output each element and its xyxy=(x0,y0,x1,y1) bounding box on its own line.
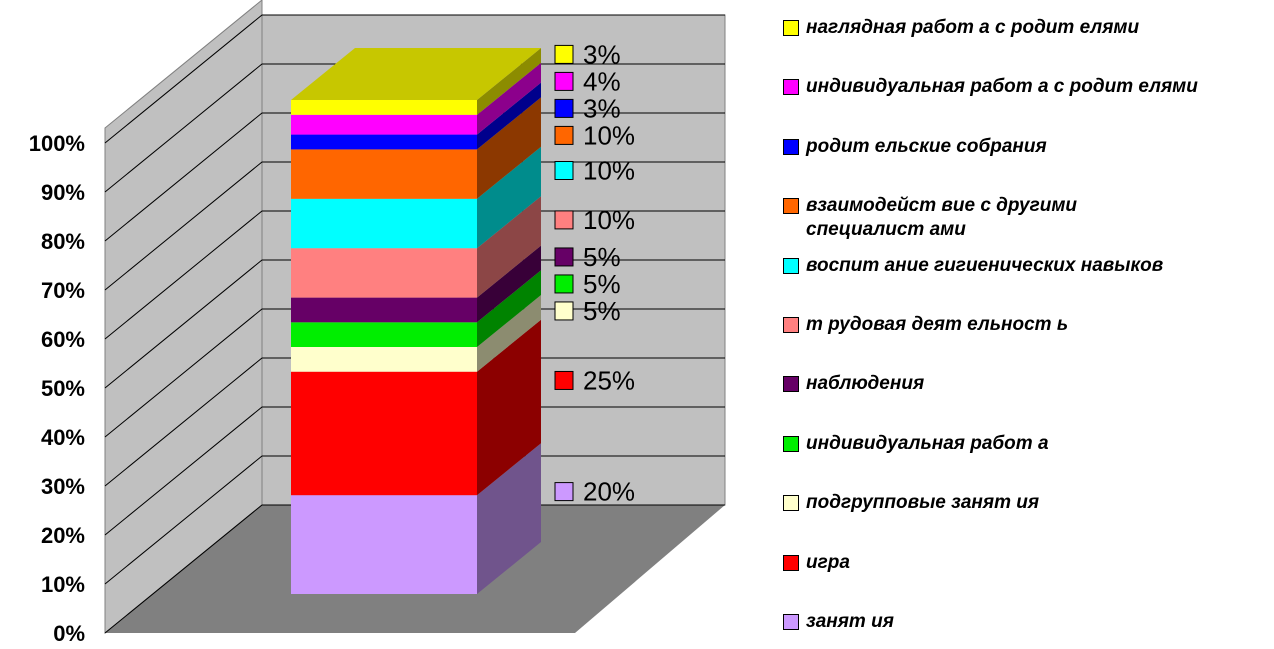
legend-swatch xyxy=(783,138,799,155)
legend-label: индивидуальная работ а xyxy=(806,432,1049,454)
legend-item: взаимодейст вие с другими специалист ами xyxy=(783,194,1077,242)
legend-item: индивидуальная работ а с родит елями xyxy=(783,75,1198,99)
bar-top xyxy=(291,48,541,100)
value-label: 5% xyxy=(583,242,621,272)
bar-segment xyxy=(291,371,477,496)
legend-swatch xyxy=(783,198,799,215)
y-tick-label: 50% xyxy=(41,376,85,401)
bar-side xyxy=(477,443,541,594)
legend: занят ия игра подгрупповые занят ия индивид… xyxy=(783,0,1274,649)
legend-swatch xyxy=(783,614,799,630)
y-tick-label: 10% xyxy=(41,572,85,597)
value-label-key xyxy=(554,71,574,91)
y-tick-label: 0% xyxy=(53,621,85,646)
value-label-key xyxy=(554,370,574,390)
bar-segment xyxy=(291,100,477,115)
legend-label: взаимодейст вие с другими специалист ами xyxy=(806,195,1078,241)
legend-item: индивидуальная работ а xyxy=(783,432,1049,456)
grid-line xyxy=(104,357,725,487)
value-label-key xyxy=(554,125,574,145)
legend-swatch xyxy=(783,435,799,452)
bar-segment xyxy=(291,322,477,347)
value-label-key xyxy=(554,210,574,230)
bar-segment xyxy=(291,149,477,199)
bar-segment xyxy=(291,347,477,372)
value-label-key xyxy=(554,274,574,294)
grid-line xyxy=(104,455,725,585)
bar-side xyxy=(477,146,541,249)
legend-label: наглядная работ а с родит елями xyxy=(806,17,1140,38)
grid-line xyxy=(104,63,725,193)
value-label: 20% xyxy=(583,476,635,506)
y-tick-label: 20% xyxy=(41,523,85,548)
bar-side xyxy=(477,48,541,115)
bar-segment xyxy=(291,134,477,150)
y-tick-label: 40% xyxy=(41,425,85,450)
legend-item: т рудовая деят ельност ь xyxy=(783,313,1068,337)
grid-line xyxy=(104,14,725,144)
y-tick-label: 80% xyxy=(41,229,85,254)
legend-item: наглядная работ а с родит елями xyxy=(783,16,1139,40)
legend-label: т рудовая деят ельност ь xyxy=(806,314,1069,335)
legend-item: воспит ание гигиенических навыков xyxy=(783,254,1163,278)
legend-label: подгрупповые занят ия xyxy=(806,492,1040,514)
legend-swatch xyxy=(783,257,799,274)
value-label: 3% xyxy=(583,39,621,69)
value-label: 5% xyxy=(583,269,621,299)
bar-segment xyxy=(291,495,477,594)
legend-label: наблюдения xyxy=(806,373,925,395)
y-tick-label: 60% xyxy=(41,327,85,352)
legend-swatch xyxy=(783,317,799,333)
value-label-key xyxy=(554,482,574,502)
y-tick-label: 100% xyxy=(29,131,85,156)
value-label-key xyxy=(554,98,574,118)
legend-swatch xyxy=(783,20,799,36)
legend-swatch xyxy=(783,79,799,96)
value-label-key xyxy=(554,161,574,180)
legend-label: занят ия xyxy=(806,611,894,632)
legend-swatch xyxy=(783,554,799,571)
value-label-key xyxy=(554,247,574,267)
bar-segment xyxy=(291,248,477,298)
bar-side xyxy=(477,245,541,323)
legend-item: родит ельские собрания xyxy=(783,135,1047,159)
bar-side xyxy=(477,82,541,150)
value-label: 3% xyxy=(583,93,621,123)
bar-segment xyxy=(291,114,477,135)
legend-swatch xyxy=(783,376,799,393)
y-tick-label: 70% xyxy=(41,278,85,303)
bar-side xyxy=(477,270,541,347)
chart: 0% 10% 20% 30% 40% 50% 60% 70% 80% 90% 100% 20% 25% 5… xyxy=(29,0,726,646)
legend-label: воспит ание гигиенических навыков xyxy=(806,254,1164,276)
value-label: 10% xyxy=(583,120,635,150)
legend-item: подгрупповые занят ия xyxy=(783,491,1039,515)
bar-side xyxy=(477,97,541,199)
legend-item: наблюдения xyxy=(783,372,924,396)
value-label: 4% xyxy=(583,66,621,96)
value-label: 25% xyxy=(583,365,635,395)
value-label-key xyxy=(554,301,574,321)
bar-side xyxy=(477,319,541,496)
grid-line xyxy=(104,406,725,536)
grid-line xyxy=(104,504,725,634)
y-tick-label: 30% xyxy=(41,474,85,499)
value-label-key xyxy=(554,44,574,64)
y-tick-label: 90% xyxy=(41,180,85,205)
value-label: 10% xyxy=(583,205,635,235)
legend-swatch xyxy=(783,495,799,512)
legend-item: занят ия xyxy=(783,610,894,634)
legend-label: индивидуальная работ а с родит елями xyxy=(806,76,1198,98)
bar-side xyxy=(477,196,541,298)
value-label: 5% xyxy=(583,296,621,326)
bar-segment xyxy=(291,198,477,249)
legend-item: игра xyxy=(783,551,850,575)
bar-side xyxy=(477,62,541,135)
legend-label: игра xyxy=(806,551,850,573)
legend-label: родит ельские собрания xyxy=(806,135,1047,157)
bar-segment xyxy=(291,297,477,323)
bar-side xyxy=(477,295,541,372)
value-label: 10% xyxy=(583,155,635,185)
